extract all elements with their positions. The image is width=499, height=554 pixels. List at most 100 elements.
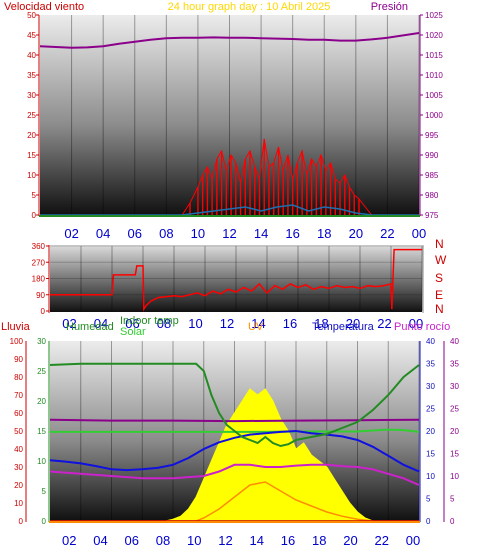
wind-direction-line	[50, 248, 422, 312]
dewpoint-tick-label: 35	[450, 360, 459, 369]
indoor-temp-label: Indoor temp	[120, 315, 179, 327]
temperature-tick-label: 20	[426, 427, 435, 436]
x-tick-label: 18	[314, 316, 328, 331]
rain-tick-label: 80	[14, 373, 23, 382]
x-tick-label: 00	[406, 533, 420, 548]
dewpoint-level-line	[49, 418, 420, 423]
x-tick-label: 08	[156, 533, 170, 548]
rain-tick-label: 30	[14, 463, 23, 472]
temperature-y-ticks: 0 5 10 15 20 25 30 35 40	[426, 337, 435, 526]
humidity-tick-label: 5	[42, 487, 47, 496]
left-tick-label: 0	[32, 211, 37, 220]
x-tick-label: 18	[317, 226, 331, 241]
x-ticks: 02 04 06 08 10 12 14 16 18 20 22 00	[64, 226, 426, 241]
indoor-temp-line	[50, 428, 420, 433]
left-tick-label: 25	[27, 111, 36, 120]
left-tick-label: 45	[27, 31, 36, 40]
right-tick-label: 1015	[425, 51, 443, 60]
left-y-ticks: 0 5 10 15 20 25 30 35 40 45 50	[27, 11, 39, 220]
temperature-tick-label: 40	[426, 337, 435, 346]
temperature-label: Temperatura	[312, 321, 375, 333]
x-tick-label: 08	[157, 316, 171, 331]
plot-area	[50, 245, 422, 312]
x-tick-label: 22	[377, 316, 391, 331]
left-tick-label: 15	[27, 151, 36, 160]
solar-label: Solar	[120, 326, 146, 338]
wind-gust-line	[40, 204, 419, 216]
left-tick-label: 40	[27, 51, 36, 60]
right-tick-label: 995	[425, 131, 439, 140]
temperature-tick-label: 5	[426, 495, 431, 504]
dewpoint-tick-label: 20	[450, 427, 459, 436]
rain-tick-label: 50	[14, 427, 23, 436]
x-tick-label: 00	[409, 316, 423, 331]
right-tick-label: 975	[425, 211, 439, 220]
humidity-label: Humedad	[66, 321, 114, 333]
x-tick-label: 10	[187, 533, 201, 548]
x-tick-label: 22	[375, 533, 389, 548]
humidity-tick-label: 30	[37, 337, 46, 346]
temperature-tick-label: 25	[426, 405, 435, 414]
y-tick-label: 180	[32, 275, 46, 284]
y-tick-label: 270	[32, 258, 46, 267]
solar-area	[50, 388, 419, 522]
dewpoint-tick-label: 5	[450, 495, 455, 504]
left-tick-label: 10	[27, 171, 36, 180]
compass-label: W	[435, 253, 447, 267]
x-tick-label: 04	[96, 226, 110, 241]
x-tick-label: 02	[62, 533, 76, 548]
x-tick-label: 02	[64, 226, 78, 241]
left-tick-label: 5	[32, 191, 37, 200]
uv-line	[50, 481, 419, 522]
dewpoint-label: Punto rocío	[394, 321, 450, 333]
right-tick-label: 1020	[425, 31, 443, 40]
dewpoint-tick-label: 40	[450, 337, 459, 346]
x-tick-label: 12	[220, 316, 234, 331]
rain-tick-label: 0	[19, 517, 24, 526]
x-tick-label: 06	[125, 533, 139, 548]
compass-label: N	[435, 302, 444, 316]
x-tick-label: 08	[159, 226, 173, 241]
series	[39, 32, 420, 216]
wind-pressure-panel: Velocidad viento 24 hour graph day : 10 …	[4, 1, 443, 241]
right-tick-label: 1010	[425, 71, 443, 80]
humidity-tick-label: 0	[42, 517, 47, 526]
pressure-line	[39, 32, 420, 49]
x-tick-label: 06	[125, 316, 139, 331]
x-tick-label: 22	[380, 226, 394, 241]
compass-label: S	[435, 271, 443, 285]
x-tick-label: 12	[218, 533, 232, 548]
right-tick-label: 1005	[425, 91, 443, 100]
x-tick-label: 14	[251, 316, 265, 331]
chart-title: 24 hour graph day : 10 Abril 2025	[168, 1, 331, 13]
x-tick-label: 00	[412, 226, 426, 241]
plot-area	[40, 15, 419, 215]
x-tick-label: 02	[62, 316, 76, 331]
compass-label: E	[435, 288, 443, 302]
right-axis-label: Presión	[371, 1, 408, 13]
x-tick-label: 04	[93, 533, 107, 548]
y-tick-label: 0	[41, 307, 46, 316]
humidity-tick-label: 20	[37, 397, 46, 406]
x-tick-label: 10	[191, 226, 205, 241]
dewpoint-y-ticks: 0 5 10 15 20 25 30 35 40	[450, 337, 459, 526]
x-tick-label: 16	[285, 226, 299, 241]
temp-humidity-panel: Lluvia Humedad Indoor temp Solar UV Temp…	[1, 315, 459, 548]
series	[50, 248, 422, 312]
x-ticks: 02 04 06 08 10 12 14 16 18 20 22 00	[62, 316, 423, 331]
uv-label: UV	[248, 321, 264, 333]
temperature-tick-label: 15	[426, 450, 435, 459]
dewpoint-tick-label: 30	[450, 382, 459, 391]
x-tick-label: 16	[283, 316, 297, 331]
humidity-tick-label: 25	[37, 367, 46, 376]
grid	[71, 15, 420, 215]
x-tick-label: 20	[346, 316, 360, 331]
right-y-ticks: 975 980 985 990 995 1000 1005 1010 1015 1020 1025	[420, 11, 443, 220]
right-tick-label: 980	[425, 191, 439, 200]
dewpoint-tick-label: 15	[450, 450, 459, 459]
right-tick-label: 1025	[425, 11, 443, 20]
rain-y-ticks: 0 10 20 30 40 50 60 70 80 90 100	[10, 337, 24, 526]
